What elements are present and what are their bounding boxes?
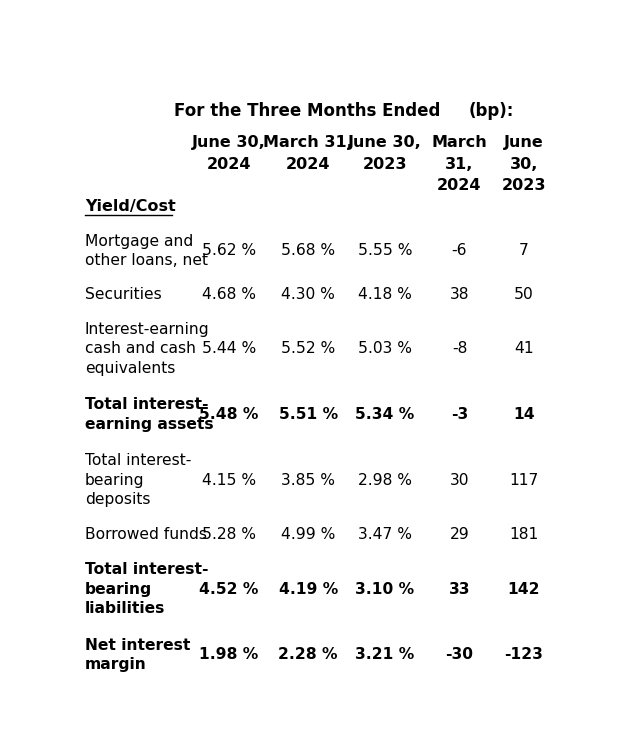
- Text: 5.34 %: 5.34 %: [355, 407, 415, 422]
- Text: 41: 41: [514, 342, 534, 357]
- Text: For the Three Months Ended: For the Three Months Ended: [173, 102, 440, 120]
- Text: 2024: 2024: [437, 178, 482, 193]
- Text: 181: 181: [509, 527, 538, 542]
- Text: 3.10 %: 3.10 %: [355, 581, 415, 596]
- Text: 2.28 %: 2.28 %: [278, 647, 338, 662]
- Text: 117: 117: [509, 473, 539, 488]
- Text: 2023: 2023: [502, 178, 546, 193]
- Text: Total interest-
bearing
deposits: Total interest- bearing deposits: [85, 453, 191, 507]
- Text: 4.52 %: 4.52 %: [199, 581, 259, 596]
- Text: -30: -30: [445, 647, 474, 662]
- Text: 30: 30: [450, 473, 469, 488]
- Text: June 30,: June 30,: [192, 135, 266, 150]
- Text: 1.98 %: 1.98 %: [199, 647, 259, 662]
- Text: 142: 142: [508, 581, 540, 596]
- Text: 5.55 %: 5.55 %: [358, 244, 412, 258]
- Text: 4.99 %: 4.99 %: [281, 527, 335, 542]
- Text: 4.18 %: 4.18 %: [358, 287, 412, 302]
- Text: -123: -123: [504, 647, 543, 662]
- Text: (bp):: (bp):: [469, 102, 515, 120]
- Text: 3.21 %: 3.21 %: [355, 647, 415, 662]
- Text: -3: -3: [451, 407, 468, 422]
- Text: 5.68 %: 5.68 %: [281, 244, 335, 258]
- Text: 5.62 %: 5.62 %: [202, 244, 256, 258]
- Text: Total interest-
earning assets: Total interest- earning assets: [85, 397, 214, 431]
- Text: 5.52 %: 5.52 %: [281, 342, 335, 357]
- Text: 5.51 %: 5.51 %: [278, 407, 338, 422]
- Text: March: March: [431, 135, 487, 150]
- Text: 4.15 %: 4.15 %: [202, 473, 256, 488]
- Text: 2024: 2024: [286, 157, 330, 172]
- Text: Mortgage and
other loans, net: Mortgage and other loans, net: [85, 234, 208, 268]
- Text: 5.28 %: 5.28 %: [202, 527, 256, 542]
- Text: Total interest-
bearing
liabilities: Total interest- bearing liabilities: [85, 562, 209, 616]
- Text: March 31,: March 31,: [263, 135, 353, 150]
- Text: -6: -6: [452, 244, 467, 258]
- Text: 30,: 30,: [509, 157, 538, 172]
- Text: 3.85 %: 3.85 %: [281, 473, 335, 488]
- Text: 29: 29: [449, 527, 469, 542]
- Text: -8: -8: [452, 342, 467, 357]
- Text: 33: 33: [449, 581, 470, 596]
- Text: 4.68 %: 4.68 %: [202, 287, 256, 302]
- Text: 38: 38: [450, 287, 469, 302]
- Text: 5.03 %: 5.03 %: [358, 342, 412, 357]
- Text: 4.19 %: 4.19 %: [278, 581, 338, 596]
- Text: Net interest
margin: Net interest margin: [85, 638, 190, 672]
- Text: Interest-earning
cash and cash
equivalents: Interest-earning cash and cash equivalen…: [85, 322, 209, 375]
- Text: 7: 7: [519, 244, 529, 258]
- Text: Yield/Cost: Yield/Cost: [85, 199, 176, 214]
- Text: 5.48 %: 5.48 %: [199, 407, 259, 422]
- Text: 50: 50: [514, 287, 534, 302]
- Text: June: June: [504, 135, 544, 150]
- Text: 14: 14: [513, 407, 535, 422]
- Text: 5.44 %: 5.44 %: [202, 342, 256, 357]
- Text: 3.47 %: 3.47 %: [358, 527, 412, 542]
- Text: June 30,: June 30,: [348, 135, 422, 150]
- Text: 2023: 2023: [363, 157, 407, 172]
- Text: 2.98 %: 2.98 %: [358, 473, 412, 488]
- Text: 31,: 31,: [445, 157, 474, 172]
- Text: 4.30 %: 4.30 %: [281, 287, 335, 302]
- Text: Securities: Securities: [85, 287, 162, 302]
- Text: 2024: 2024: [207, 157, 251, 172]
- Text: Borrowed funds: Borrowed funds: [85, 527, 207, 542]
